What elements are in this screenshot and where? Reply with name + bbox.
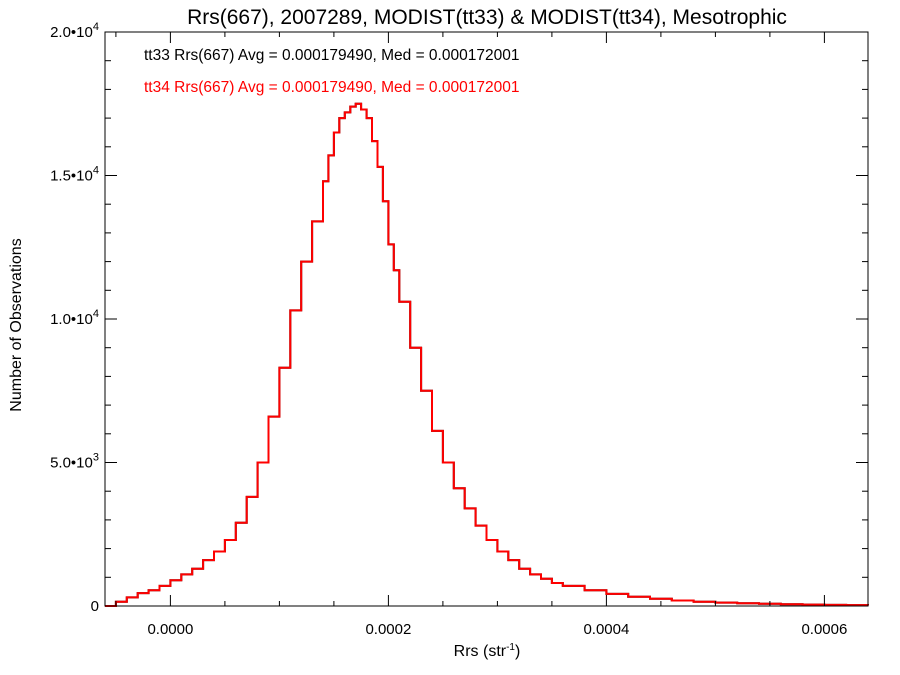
stats-line-tt33: tt33 Rrs(667) Avg = 0.000179490, Med = 0… [144,47,519,64]
y-tick-mantissa: 2.0•10 [50,24,93,41]
y-tick-exponent: 4 [93,165,99,177]
axis-ticks: 0.0000 0.0002 0.0004 0.000605.0•1031.0•1041… [50,21,868,638]
x-axis-label: Rrs (str-1) [454,642,521,660]
y-tick-label: 1.5•104 [50,165,99,185]
series-tt34-line [105,102,869,607]
x-axis-label-main: Rrs (str [454,643,507,660]
y-tick-exponent: 4 [93,308,99,320]
y-tick-exponent: 4 [93,21,99,33]
x-axis-label-superscript: -1 [506,642,515,653]
series-layer [105,102,869,607]
y-tick-label: 0 [91,598,99,615]
x-tick-label: 0.0002 [365,621,411,638]
y-tick-mantissa: 5.0•10 [50,455,93,472]
y-tick-mantissa: 1.5•10 [50,168,93,185]
stats-line-tt34: tt34 Rrs(667) Avg = 0.000179490, Med = 0… [144,79,519,96]
y-tick-label: 2.0•104 [50,21,99,41]
x-tick-label: 0.0006 [801,621,847,638]
y-axis-label: Number of Observations [8,238,25,411]
y-tick-label: 5.0•103 [50,452,99,472]
chart-title: Rrs(667), 2007289, MODIST(tt33) & MODIST… [187,6,787,29]
x-tick-label: 0.0000 [147,621,193,638]
y-tick-exponent: 3 [93,452,99,464]
y-tick-label: 1.0•104 [50,308,99,328]
x-tick-label: 0.0004 [583,621,629,638]
plot-frame [104,31,869,607]
x-axis-label-suffix: ) [515,643,520,660]
y-tick-mantissa: 1.0•10 [50,311,93,328]
y-tick-mantissa: 0 [91,598,99,615]
